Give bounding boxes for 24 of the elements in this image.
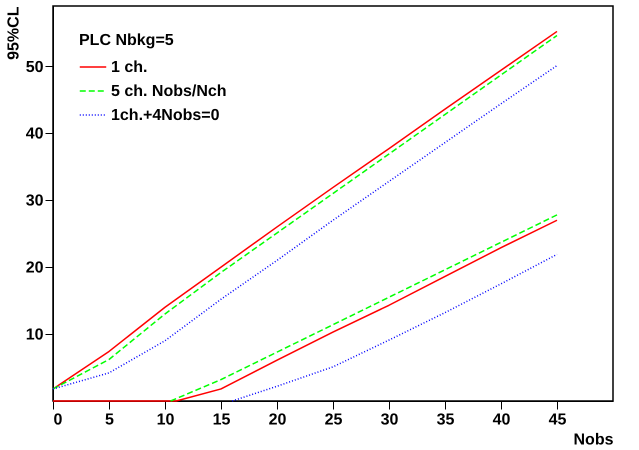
line-series [52,219,558,402]
line-series [231,254,558,402]
legend-label: 1 ch. [111,59,148,76]
legend-label: 1ch.+4Nobs=0 [111,107,220,124]
x-tick-label: 0 [54,412,62,428]
y-tick-label: 10 [26,326,44,344]
x-tick-label: 20 [268,412,286,428]
x-tick-label: 5 [105,412,114,428]
y-axis-title: 95%CL [6,6,23,60]
x-tick-label: 10 [156,412,174,428]
x-tick-label: 35 [436,412,454,428]
x-tick-label: 30 [380,412,398,428]
x-tick-label: 45 [548,412,566,428]
legend-label: 5 ch. Nobs/Nch [111,83,227,100]
x-tick-label: 25 [324,412,342,428]
line-series [170,214,558,402]
x-axis-title: Nobs [574,432,614,448]
y-tick-label: 50 [26,58,44,76]
y-tick-label: 30 [26,192,44,210]
y-tick-label: 20 [26,260,44,277]
y-tick-label: 40 [26,126,44,143]
x-tick-label: 15 [212,412,230,428]
legend-title: PLC Nbkg=5 [79,32,174,49]
x-tick-label: 40 [492,412,510,428]
